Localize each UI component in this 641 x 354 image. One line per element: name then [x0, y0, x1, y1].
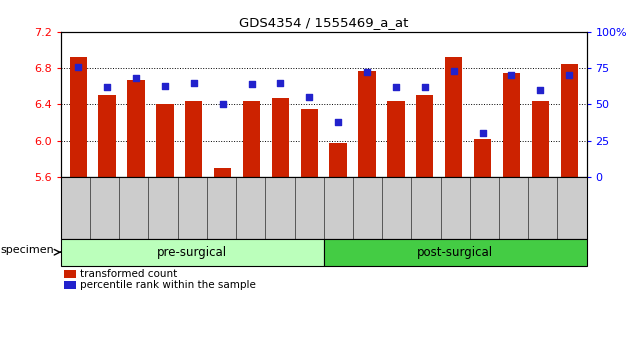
Point [73, 64, 83, 69]
Bar [416, 95, 433, 177]
Text: transformed count: transformed count [80, 269, 178, 279]
Point [131, 75, 141, 81]
Bar [324, 239, 587, 266]
Bar [243, 101, 260, 177]
Point [217, 102, 228, 107]
Text: pre-surgical: pre-surgical [157, 246, 228, 259]
Point [333, 119, 344, 125]
Bar [503, 73, 520, 177]
Bar [560, 64, 578, 177]
Bar [329, 143, 347, 177]
Bar [445, 57, 462, 177]
Bar [61, 239, 324, 266]
Point [275, 80, 285, 85]
Text: post-surgical: post-surgical [417, 246, 493, 259]
Point [246, 81, 256, 87]
Point [160, 83, 170, 88]
Bar [156, 104, 174, 177]
Point [102, 84, 112, 90]
Title: GDS4354 / 1555469_a_at: GDS4354 / 1555469_a_at [239, 16, 408, 29]
Bar [387, 101, 404, 177]
Bar [128, 80, 145, 177]
Point [449, 68, 459, 74]
Bar [474, 139, 491, 177]
Text: percentile rank within the sample: percentile rank within the sample [80, 280, 256, 290]
Bar [61, 177, 587, 239]
Bar [531, 101, 549, 177]
Point [304, 94, 314, 100]
Bar [99, 95, 116, 177]
Bar [358, 71, 376, 177]
Point [535, 87, 545, 93]
Bar [64, 270, 76, 278]
Point [478, 131, 488, 136]
Point [564, 73, 574, 78]
Bar [272, 98, 289, 177]
Bar [185, 101, 203, 177]
Point [391, 84, 401, 90]
Point [188, 80, 199, 85]
Point [420, 84, 430, 90]
Bar [70, 57, 87, 177]
Point [362, 70, 372, 75]
Bar [214, 168, 231, 177]
Point [506, 73, 517, 78]
Text: specimen: specimen [1, 245, 54, 256]
Bar [301, 109, 318, 177]
Bar [64, 281, 76, 289]
